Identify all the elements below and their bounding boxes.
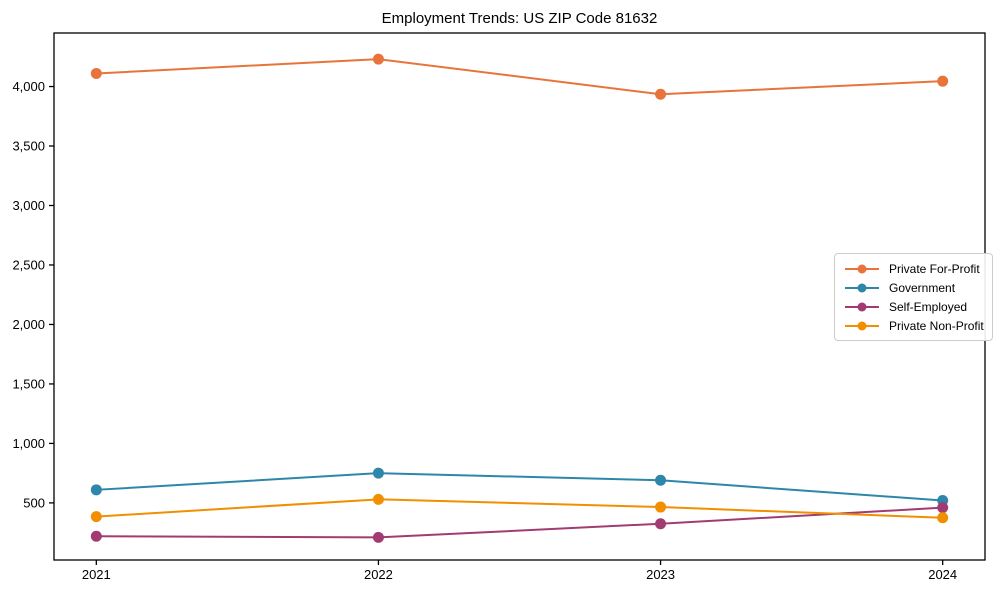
point-private-non-profit-2023 <box>655 501 667 513</box>
legend-item-label: Private For-Profit <box>889 261 980 276</box>
legend: Private For-Profit Government Self-Employe… <box>834 253 993 341</box>
legend-item-label: Government <box>889 280 956 295</box>
legend-item: Self-Employed <box>844 298 984 315</box>
point-self-employed-2024 <box>937 502 949 514</box>
y-tick-label: 2,500 <box>12 257 45 272</box>
legend-line-marker-icon <box>845 283 879 292</box>
legend-item: Private Non-Profit <box>844 317 984 334</box>
point-self-employed-2023 <box>655 518 667 530</box>
point-government-2023 <box>655 474 667 486</box>
y-tick-label: 1,000 <box>12 436 45 451</box>
series-line-private-for-profit <box>96 58 943 96</box>
point-self-employed-2021 <box>90 530 102 542</box>
series-line-government <box>96 472 943 502</box>
x-tick-label: 2021 <box>82 567 111 582</box>
legend-line-marker-icon <box>845 302 879 311</box>
y-tick-label: 1,500 <box>12 376 45 391</box>
point-government-2021 <box>90 484 102 496</box>
point-private-non-profit-2021 <box>90 511 102 523</box>
legend-item: Government <box>844 279 984 296</box>
chart-title: Employment Trends: US ZIP Code 81632 <box>381 10 658 27</box>
legend-item-label: Private Non-Profit <box>889 318 984 333</box>
point-private-for-profit-2024 <box>937 75 949 87</box>
y-tick-label: 3,000 <box>12 198 45 213</box>
x-tick-label: 2023 <box>646 567 675 582</box>
legend-line-marker-icon <box>845 321 879 330</box>
point-government-2022 <box>372 467 384 479</box>
point-private-non-profit-2024 <box>937 512 949 524</box>
y-tick-label: 4,000 <box>12 79 45 94</box>
legend-item-label: Self-Employed <box>889 299 968 314</box>
point-private-for-profit-2022 <box>372 53 384 65</box>
legend-item: Private For-Profit <box>844 260 984 277</box>
point-private-non-profit-2022 <box>372 493 384 505</box>
legend-line-marker-icon <box>845 264 879 273</box>
point-private-for-profit-2021 <box>90 67 102 79</box>
point-self-employed-2022 <box>372 531 384 543</box>
y-tick-label: 2,000 <box>12 317 45 332</box>
x-tick-label: 2024 <box>928 567 957 582</box>
y-tick-label: 500 <box>23 495 45 510</box>
y-tick-label: 3,500 <box>12 139 45 154</box>
point-private-for-profit-2023 <box>655 88 667 100</box>
series-line-private-non-profit <box>96 498 943 519</box>
series-line-self-employed <box>96 506 943 539</box>
x-tick-label: 2022 <box>364 567 393 582</box>
